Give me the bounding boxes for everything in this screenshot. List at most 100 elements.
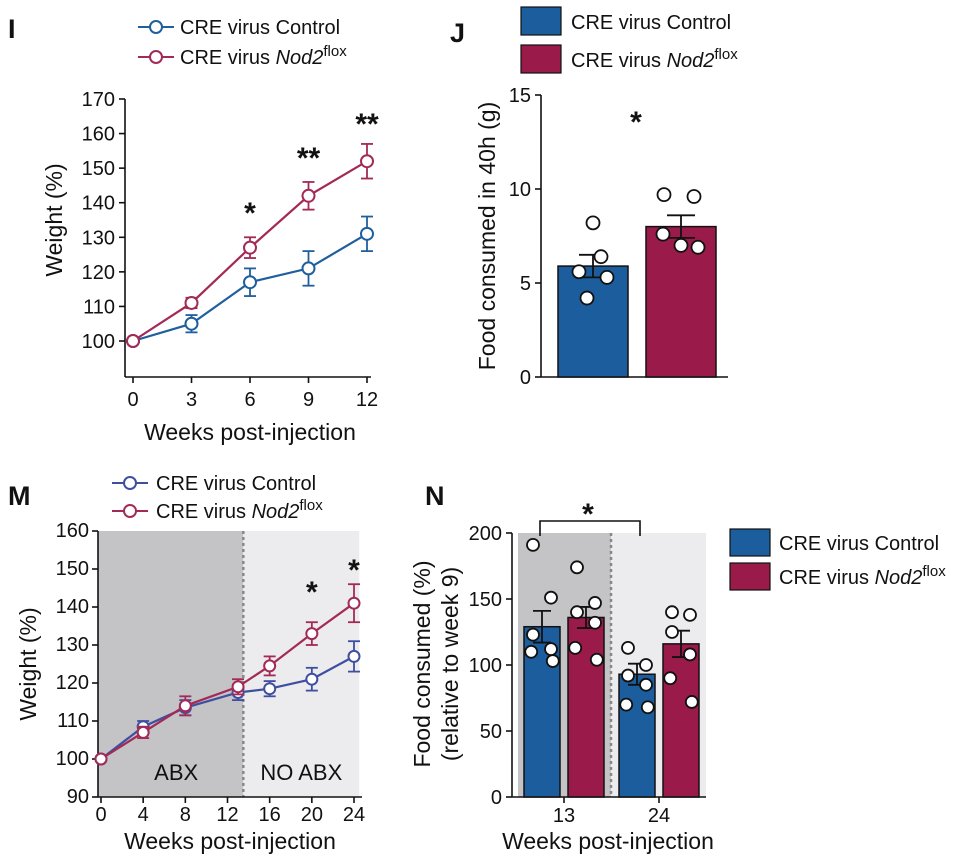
n-data-point — [683, 607, 697, 622]
n-data-point — [588, 615, 602, 630]
panel-label-m: M — [8, 481, 31, 511]
n-bar — [662, 643, 700, 798]
m-abx-region — [98, 531, 244, 797]
i-y-tick-label: 150 — [82, 158, 115, 180]
panel-label-i: I — [8, 14, 16, 44]
i-data-point — [184, 295, 199, 310]
j-data-point — [579, 290, 595, 306]
m-y-axis-label: Weight (%) — [15, 607, 41, 720]
n-y-tick-label: 50 — [480, 721, 502, 743]
m-y-tick-label: 150 — [56, 558, 89, 580]
j-legend-control-label: CRE virus Control — [571, 12, 731, 34]
n-y-tick-label: 150 — [469, 589, 502, 611]
j-legend-nod2-label: CRE virus Nod2flox — [571, 46, 738, 72]
n-y-tick-label: 100 — [469, 655, 502, 677]
n-bar — [618, 673, 656, 798]
n-significance-bracket — [539, 520, 641, 536]
n-y-axis-label: Food consumed (%) — [409, 560, 435, 767]
n-legend-nod2-label: CRE virus Nod2flox — [779, 563, 946, 589]
j-data-point — [656, 187, 672, 203]
i-data-point — [301, 188, 316, 203]
n-y-tick-label: 0 — [491, 787, 502, 809]
m-data-point — [263, 659, 277, 673]
j-y-tick-label: 0 — [520, 367, 531, 389]
n-data-point — [621, 668, 635, 683]
n-data-point — [665, 625, 679, 639]
j-data-point — [593, 249, 609, 265]
m-data-point — [347, 649, 361, 663]
n-data-point — [639, 658, 653, 672]
m-legend-control-label: CRE virus Control — [156, 473, 316, 495]
n-data-point — [544, 590, 558, 605]
i-legend-nod2-marker — [149, 50, 163, 64]
m-x-tick-label: 12 — [216, 804, 238, 826]
i-x-tick-label: 9 — [303, 389, 314, 411]
i-data-point — [360, 154, 374, 169]
n-legend-control-swatch — [729, 528, 771, 557]
n-data-point — [524, 644, 539, 659]
j-data-point — [599, 269, 615, 285]
m-data-point — [347, 596, 361, 610]
m-x-tick-label: 0 — [95, 804, 106, 826]
j-data-point — [690, 239, 706, 255]
j-legend-nod2-swatch — [520, 44, 562, 74]
j-y-tick-label: 15 — [509, 85, 531, 107]
m-x-tick-label: 4 — [138, 804, 149, 826]
i-x-tick-label: 3 — [186, 389, 197, 411]
i-legend-control-marker — [149, 20, 163, 34]
n-legend-control-label: CRE virus Control — [779, 533, 939, 555]
n-data-point — [526, 537, 540, 552]
i-x-tick-label: 12 — [356, 389, 378, 411]
n-x-axis-label: Weeks post-injection — [502, 828, 714, 854]
n-data-point — [568, 640, 583, 655]
m-y-tick-label: 120 — [56, 672, 89, 694]
n-data-point — [526, 627, 540, 642]
m-significance-star: * — [306, 576, 318, 609]
m-x-tick-label: 8 — [180, 804, 191, 826]
m-x-tick-label: 20 — [301, 804, 323, 826]
m-x-tick-label: 16 — [259, 804, 281, 826]
i-y-tick-label: 170 — [82, 89, 115, 111]
j-legend-control-swatch — [520, 6, 562, 36]
i-data-point — [243, 275, 257, 290]
m-y-tick-label: 90 — [67, 786, 89, 808]
n-data-point — [665, 605, 679, 620]
n-x-tick-label: 13 — [553, 805, 575, 827]
i-data-point — [243, 240, 257, 255]
m-data-point — [94, 752, 108, 766]
i-y-tick-label: 130 — [82, 227, 115, 249]
i-significance-star: ** — [355, 108, 379, 141]
m-y-tick-label: 140 — [56, 596, 89, 618]
m-data-point — [178, 699, 192, 713]
i-data-point — [301, 261, 316, 276]
m-data-point — [305, 627, 319, 641]
i-x-tick-label: 6 — [244, 389, 255, 411]
m-y-tick-label: 160 — [56, 520, 89, 542]
j-data-point — [655, 226, 671, 242]
m-data-point — [136, 725, 150, 739]
i-data-point — [360, 226, 374, 241]
i-legend-control-label: CRE virus Control — [180, 17, 340, 39]
i-legend-nod2-label: CRE virus Nod2flox — [180, 43, 347, 69]
n-y-axis-label-2: (relative to week 9) — [437, 567, 463, 761]
panel-label-j: J — [450, 18, 465, 48]
n-data-point — [619, 697, 634, 712]
i-y-axis-label: Weight (%) — [41, 163, 67, 276]
n-significance-star: * — [582, 498, 594, 531]
j-data-point — [571, 264, 587, 280]
m-noabx-label: NO ABX — [260, 760, 342, 785]
j-data-point — [585, 215, 601, 231]
n-data-point — [683, 647, 697, 662]
i-data-point — [126, 334, 140, 348]
panel-label-n: N — [425, 481, 445, 511]
n-data-point — [544, 642, 558, 657]
i-y-tick-label: 110 — [83, 296, 115, 318]
m-significance-star: * — [348, 554, 360, 587]
m-legend-nod2-marker — [123, 504, 137, 518]
n-y-tick-label: 200 — [469, 523, 502, 545]
n-data-point — [639, 677, 653, 692]
n-data-point — [589, 652, 604, 667]
j-y-tick-label: 5 — [520, 273, 531, 295]
i-significance-star: * — [244, 197, 256, 230]
